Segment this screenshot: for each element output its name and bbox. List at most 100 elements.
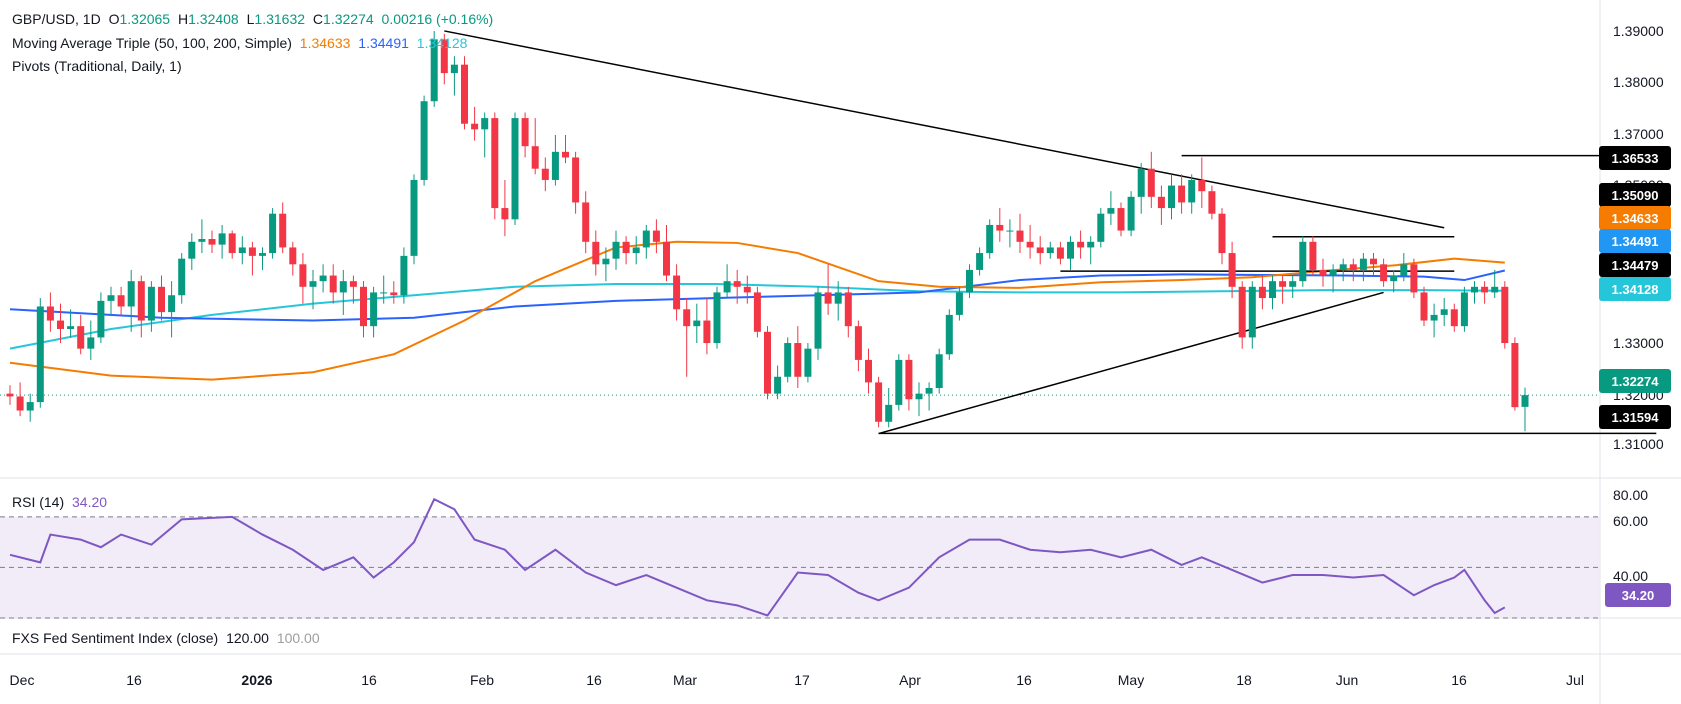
price-axis-label: 1.37000 — [1613, 126, 1664, 142]
x-axis-label: Feb — [469, 672, 495, 688]
candle-body — [1117, 208, 1125, 231]
candle-body — [1501, 286, 1509, 344]
candle-body — [996, 224, 1004, 231]
candle-body — [895, 359, 903, 405]
candle-body — [1157, 196, 1165, 209]
candle-body — [1410, 264, 1418, 293]
x-axis-label: Jul — [1566, 672, 1584, 688]
rsi-legend: RSI (14) 34.20 — [12, 494, 111, 510]
candle-body — [774, 376, 782, 394]
candle-body — [420, 101, 428, 180]
candle-body — [238, 247, 246, 254]
candle-body — [683, 309, 691, 327]
pivots-label[interactable]: Pivots (Traditional, Daily, 1) — [12, 58, 182, 74]
candle-body — [299, 264, 307, 287]
candle-body — [339, 281, 347, 293]
candle-body — [380, 292, 388, 294]
candle-body — [622, 241, 630, 254]
candle-body — [77, 326, 85, 349]
candle-body — [218, 233, 226, 245]
candle-body — [1036, 247, 1044, 254]
drawings — [444, 30, 1657, 435]
candle-body — [26, 402, 34, 411]
x-axis-label: May — [1117, 672, 1145, 688]
candle-body — [1087, 241, 1095, 248]
candle-body — [693, 320, 701, 327]
candle-body — [208, 239, 216, 245]
candle-body — [663, 241, 670, 276]
price-tag-ma100[interactable]: 1.34491 — [1599, 229, 1671, 253]
candle-body — [1127, 196, 1135, 231]
candle-body — [107, 295, 115, 301]
candle-body — [592, 241, 600, 265]
pivots-legend: Pivots (Traditional, Daily, 1) — [12, 58, 186, 74]
fxs-label[interactable]: FXS Fed Sentiment Index (close) — [12, 630, 219, 646]
candle-body — [1077, 241, 1085, 248]
price-axis-label: 1.39000 — [1613, 23, 1664, 39]
candle-body — [289, 247, 297, 265]
candle-body — [955, 292, 963, 315]
ohlc-close: 1.32274 — [323, 11, 374, 27]
candle-body — [1370, 258, 1377, 265]
ma100-line — [9, 269, 1506, 322]
candle-body — [713, 292, 721, 344]
candle-body — [430, 39, 438, 102]
ma100-value: 1.34491 — [358, 35, 409, 51]
candle-body — [117, 295, 125, 307]
candle-body — [87, 337, 95, 349]
candle-body — [1319, 269, 1327, 276]
candle-body — [1238, 286, 1246, 338]
candle-body — [410, 179, 418, 256]
rsi-label[interactable]: RSI (14) — [12, 494, 65, 510]
candle-body — [612, 241, 620, 259]
candle-body — [57, 320, 64, 329]
candle-body — [602, 258, 610, 265]
symbol-label[interactable]: GBP/USD, 1D — [12, 11, 101, 27]
x-axis-label: Dec — [9, 672, 35, 688]
candle-body — [1178, 185, 1186, 203]
candle-body — [1329, 269, 1337, 276]
candle-body — [360, 286, 367, 327]
candle-body — [16, 396, 24, 411]
candle-body — [1258, 286, 1266, 299]
ohlc-change: 0.00216 (+0.16%) — [381, 11, 494, 27]
rsi-value-tag[interactable]: 34.20 — [1605, 583, 1671, 607]
candle-body — [36, 306, 44, 403]
candle-body — [511, 118, 519, 220]
candle-body — [501, 208, 509, 220]
candle-body — [147, 286, 155, 321]
price-tag-ma200[interactable]: 1.34128 — [1599, 277, 1671, 301]
price-tag-last-price[interactable]: 1.32274 — [1599, 369, 1671, 393]
candle-body — [1339, 264, 1347, 270]
candle-body — [1481, 286, 1489, 293]
candle-body — [269, 213, 277, 254]
price-tag-pivot[interactable]: 1.34479 — [1599, 253, 1671, 277]
symbol-legend: GBP/USD, 1D O1.32065 H1.32408 L1.31632 C… — [12, 11, 497, 27]
candle-body — [279, 213, 287, 248]
price-tag-resistance[interactable]: 1.35090 — [1599, 183, 1671, 207]
price-tag-support[interactable]: 1.31594 — [1599, 405, 1671, 429]
price-tag-resistance[interactable]: 1.36533 — [1599, 146, 1671, 170]
candle-body — [1511, 343, 1519, 408]
candle-body — [1097, 213, 1105, 242]
candle-body — [67, 326, 75, 329]
candle-body — [1471, 286, 1478, 293]
candle-body — [178, 258, 186, 296]
candle-body — [1420, 292, 1428, 321]
candle-body — [471, 123, 479, 130]
price-tag-ma50[interactable]: 1.34633 — [1599, 206, 1671, 230]
trendline — [878, 291, 1384, 435]
ohlc-low-label: L — [246, 11, 255, 27]
rsi-axis-label: 80.00 — [1613, 487, 1649, 503]
candle-body — [673, 275, 681, 310]
price-axis-label: 1.38000 — [1613, 74, 1664, 90]
ma-label[interactable]: Moving Average Triple (50, 100, 200, Sim… — [12, 35, 292, 51]
candle-body — [440, 39, 448, 74]
candle-body — [450, 64, 458, 74]
candle-body — [865, 359, 872, 383]
candle-body — [1137, 168, 1145, 197]
rsi-panel — [0, 497, 1600, 619]
candle-body — [642, 230, 650, 248]
price-axis-label: 1.31000 — [1613, 436, 1664, 452]
